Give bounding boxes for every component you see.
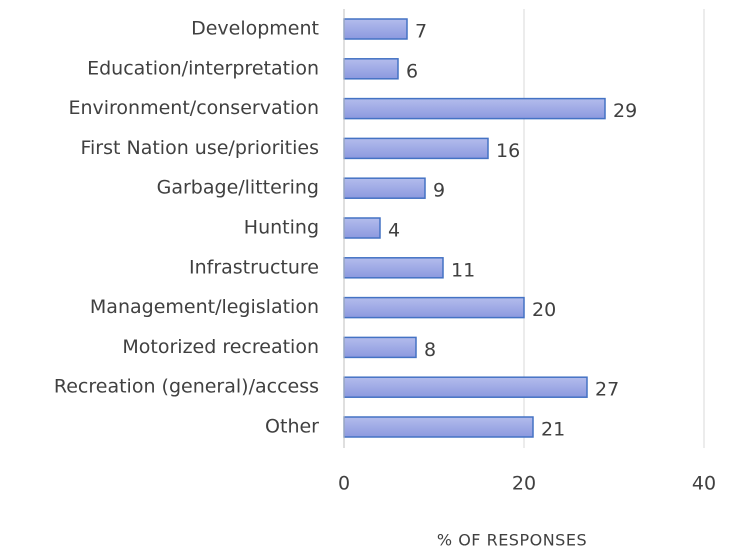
y-tick-label: Other bbox=[265, 416, 319, 438]
bar bbox=[343, 416, 534, 438]
bar bbox=[343, 336, 417, 359]
y-tick-label: Garbage/littering bbox=[157, 177, 319, 199]
data-label: 16 bbox=[496, 140, 520, 162]
data-label: 11 bbox=[451, 259, 475, 281]
data-label: 8 bbox=[424, 339, 436, 361]
bar bbox=[343, 257, 444, 279]
y-tick-label: Infrastructure bbox=[189, 256, 319, 278]
data-label: 9 bbox=[433, 180, 445, 202]
y-tick-label: Education/interpretation bbox=[87, 57, 319, 79]
x-tick-label: 40 bbox=[692, 473, 716, 495]
y-tick-label: Hunting bbox=[244, 217, 319, 239]
y-tick-label: Management/legislation bbox=[90, 296, 319, 318]
bar bbox=[343, 217, 381, 239]
data-label: 6 bbox=[406, 60, 418, 82]
data-label: 4 bbox=[388, 220, 400, 242]
bar bbox=[343, 376, 588, 398]
y-tick-label: First Nation use/priorities bbox=[80, 137, 319, 159]
bar bbox=[343, 18, 408, 40]
y-tick-label: Development bbox=[191, 18, 319, 40]
x-axis-title: % OF RESPONSES bbox=[437, 531, 587, 550]
data-label: 27 bbox=[595, 379, 619, 401]
bar bbox=[343, 177, 426, 199]
x-tick-label: 20 bbox=[512, 473, 536, 495]
data-label: 20 bbox=[532, 299, 556, 321]
bar bbox=[343, 137, 489, 160]
y-tick-label: Recreation (general)/access bbox=[54, 376, 319, 398]
bar bbox=[343, 58, 399, 80]
y-tick-label: Motorized recreation bbox=[122, 336, 319, 358]
data-label: 29 bbox=[613, 100, 637, 122]
bar bbox=[343, 296, 525, 319]
data-label: 7 bbox=[415, 21, 427, 43]
bar bbox=[343, 97, 606, 120]
x-tick-label: 0 bbox=[338, 473, 350, 495]
data-label: 21 bbox=[541, 419, 565, 441]
y-tick-label: Environment/conservation bbox=[68, 97, 319, 119]
